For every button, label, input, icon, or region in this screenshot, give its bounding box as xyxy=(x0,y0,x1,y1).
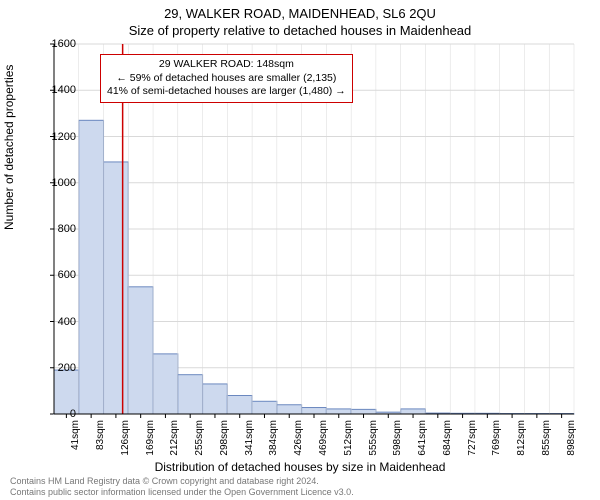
x-tick-label: 727sqm xyxy=(467,420,478,456)
x-tick-label: 41sqm xyxy=(70,420,81,450)
y-tick-label: 1000 xyxy=(46,177,76,189)
x-tick-label: 469sqm xyxy=(318,420,329,456)
footer-line2: Contains public sector information licen… xyxy=(10,487,354,498)
x-tick-label: 812sqm xyxy=(516,420,527,456)
x-tick-label: 898sqm xyxy=(566,420,577,456)
address-line: 29, WALKER ROAD, MAIDENHEAD, SL6 2QU xyxy=(0,6,600,21)
y-tick-label: 1400 xyxy=(46,84,76,96)
footer-line1: Contains HM Land Registry data © Crown c… xyxy=(10,476,354,487)
y-tick-label: 400 xyxy=(46,316,76,328)
y-tick-label: 1600 xyxy=(46,38,76,50)
x-tick-label: 212sqm xyxy=(169,420,180,456)
x-tick-label: 384sqm xyxy=(268,420,279,456)
x-tick-label: 126sqm xyxy=(120,420,131,456)
x-tick-label: 169sqm xyxy=(145,420,156,456)
x-tick-label: 855sqm xyxy=(541,420,552,456)
attribution-footer: Contains HM Land Registry data © Crown c… xyxy=(10,476,354,498)
chart-subtitle: Size of property relative to detached ho… xyxy=(0,23,600,38)
chart-header: 29, WALKER ROAD, MAIDENHEAD, SL6 2QU Siz… xyxy=(0,0,600,38)
x-tick-label: 83sqm xyxy=(95,420,106,450)
annotation-line2: ← 59% of detached houses are smaller (2,… xyxy=(107,72,346,86)
x-tick-label: 555sqm xyxy=(368,420,379,456)
x-axis-label: Distribution of detached houses by size … xyxy=(0,460,600,474)
x-tick-label: 769sqm xyxy=(491,420,502,456)
y-tick-label: 800 xyxy=(46,223,76,235)
annotation-callout: 29 WALKER ROAD: 148sqm ← 59% of detached… xyxy=(100,54,353,103)
x-tick-label: 426sqm xyxy=(293,420,304,456)
x-tick-label: 684sqm xyxy=(442,420,453,456)
x-tick-label: 598sqm xyxy=(392,420,403,456)
x-tick-label: 341sqm xyxy=(244,420,255,456)
x-tick-label: 641sqm xyxy=(417,420,428,456)
y-tick-label: 600 xyxy=(46,269,76,281)
x-tick-label: 298sqm xyxy=(219,420,230,456)
y-tick-label: 200 xyxy=(46,362,76,374)
x-tick-label: 255sqm xyxy=(194,420,205,456)
annotation-line1: 29 WALKER ROAD: 148sqm xyxy=(107,58,346,72)
annotation-line3: 41% of semi-detached houses are larger (… xyxy=(107,85,346,99)
y-tick-label: 0 xyxy=(46,408,76,420)
x-tick-label: 512sqm xyxy=(343,420,354,456)
y-tick-label: 1200 xyxy=(46,131,76,143)
y-axis-label: Number of detached properties xyxy=(2,65,16,230)
